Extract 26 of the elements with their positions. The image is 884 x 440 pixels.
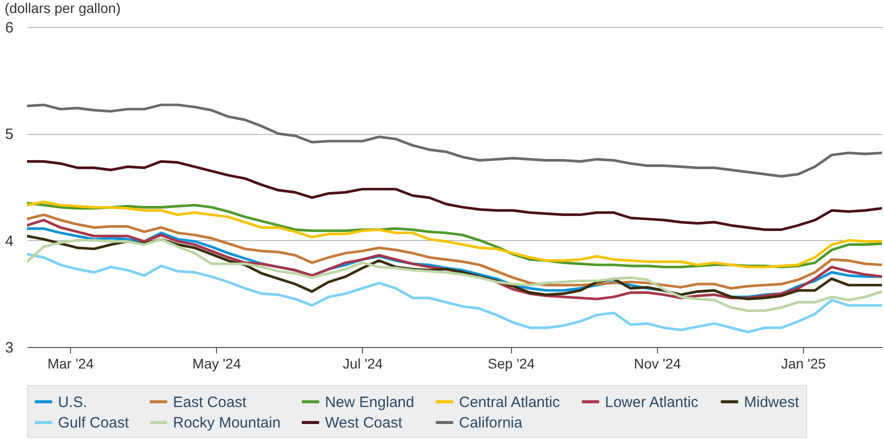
legend-label: U.S.: [58, 394, 88, 411]
x-tick-label: Jan '25: [781, 356, 826, 372]
legend-label: Gulf Coast: [58, 414, 130, 432]
legend-label: New England: [325, 394, 414, 411]
x-tick-label: Jul '24: [342, 356, 384, 372]
y-tick-label: 5: [5, 126, 14, 144]
x-tick-label: Mar '24: [47, 356, 94, 372]
legend-label: Rocky Mountain: [173, 414, 281, 432]
line-series: [27, 252, 882, 334]
legend-label: Lower Atlantic: [605, 394, 699, 411]
x-tick-label: May '24: [192, 356, 242, 372]
legend-label: Midwest: [744, 394, 800, 411]
y-tick-label: 6: [5, 20, 14, 36]
line-series: [27, 238, 882, 312]
legend-label: California: [459, 414, 524, 432]
line-series: [27, 213, 882, 290]
line-series: [27, 104, 882, 178]
line-series: [27, 160, 882, 231]
legend-label: East Coast: [173, 394, 248, 411]
y-tick-label: 4: [5, 232, 14, 250]
legend-label: Central Atlantic: [459, 394, 560, 411]
legend-label: West Coast: [325, 414, 404, 432]
x-tick-label: Nov '24: [634, 356, 682, 372]
x-tick-label: Sep '24: [488, 356, 536, 372]
chart-title: (dollars per gallon): [4, 0, 121, 16]
y-tick-label: 3: [5, 340, 14, 356]
